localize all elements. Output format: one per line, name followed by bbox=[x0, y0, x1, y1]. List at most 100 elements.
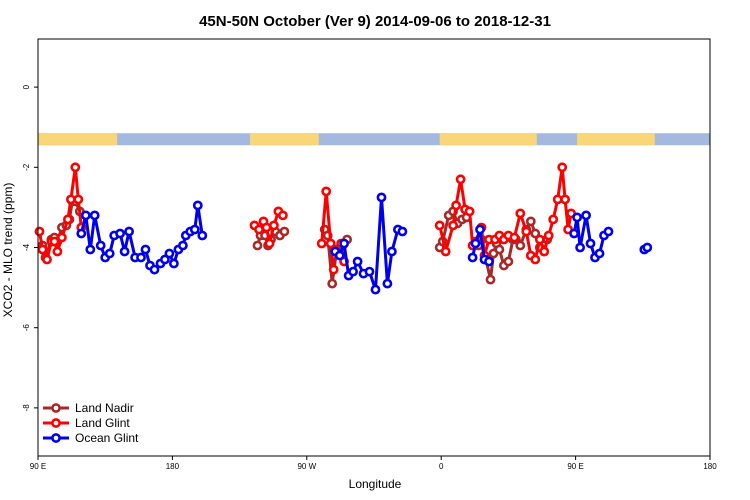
legend-swatch-marker bbox=[51, 433, 61, 443]
x-tick-label: 90 E bbox=[30, 462, 46, 471]
data-point bbox=[168, 258, 179, 269]
legend-label: Ocean Glint bbox=[75, 431, 139, 445]
data-point bbox=[42, 254, 52, 265]
data-point bbox=[515, 240, 526, 251]
data-point bbox=[642, 242, 653, 253]
data-point bbox=[37, 244, 48, 255]
data-point bbox=[316, 238, 327, 249]
data-point bbox=[49, 236, 60, 247]
data-point bbox=[136, 252, 146, 263]
data-point bbox=[603, 226, 614, 237]
data-point bbox=[434, 220, 445, 231]
data-point bbox=[509, 232, 520, 243]
data-point bbox=[525, 216, 536, 227]
data-point bbox=[189, 224, 200, 235]
data-point bbox=[328, 264, 339, 275]
data-point bbox=[548, 214, 559, 225]
data-point bbox=[164, 248, 175, 259]
data-point bbox=[264, 238, 275, 249]
series-ocean-glint bbox=[76, 192, 653, 295]
data-point bbox=[34, 226, 45, 237]
data-point bbox=[560, 194, 570, 205]
data-point bbox=[557, 162, 568, 173]
data-point bbox=[277, 210, 288, 221]
data-point bbox=[339, 238, 349, 249]
legend-swatch-marker bbox=[51, 418, 61, 428]
legend-item: Land Nadir bbox=[43, 401, 134, 415]
data-point bbox=[572, 212, 582, 223]
data-point bbox=[464, 206, 475, 217]
land-ocean-mask bbox=[38, 133, 710, 146]
data-point bbox=[104, 248, 115, 259]
ocean-band bbox=[38, 133, 710, 146]
y-tick-label: -6 bbox=[22, 324, 31, 332]
data-point bbox=[95, 240, 106, 251]
data-point bbox=[475, 224, 485, 235]
data-point bbox=[594, 248, 605, 259]
data-point bbox=[115, 228, 125, 239]
data-point bbox=[397, 226, 408, 237]
data-point bbox=[485, 274, 496, 285]
data-point bbox=[140, 244, 151, 255]
data-point bbox=[159, 254, 170, 265]
data-point bbox=[503, 256, 514, 267]
data-point bbox=[177, 240, 188, 251]
y-tick-label: -4 bbox=[22, 243, 31, 251]
data-point bbox=[521, 226, 532, 237]
data-point bbox=[57, 232, 67, 243]
y-axis-ticks: 0 -2 -4 -6 -8 bbox=[22, 84, 38, 411]
data-point bbox=[543, 230, 554, 241]
data-point bbox=[581, 210, 591, 221]
x-tick-label: 180 bbox=[703, 462, 717, 471]
land-band-segment bbox=[577, 133, 655, 146]
data-point bbox=[376, 192, 387, 203]
data-point bbox=[484, 256, 494, 267]
series-land-glint bbox=[34, 162, 576, 275]
x-tick-label: 180 bbox=[166, 462, 180, 471]
data-point bbox=[569, 228, 579, 239]
data-point bbox=[534, 234, 545, 245]
data-point bbox=[252, 240, 263, 251]
legend-swatch-marker bbox=[51, 403, 61, 413]
land-band-segment bbox=[250, 133, 319, 146]
data-point bbox=[382, 278, 393, 289]
data-point bbox=[321, 186, 332, 197]
data-point bbox=[440, 246, 451, 257]
plot-series bbox=[34, 162, 653, 295]
data-point bbox=[327, 278, 338, 289]
data-point bbox=[455, 174, 466, 185]
data-point bbox=[70, 162, 81, 173]
x-axis-ticks: 90 E 180 90 W 0 90 E 180 bbox=[30, 456, 717, 471]
data-point bbox=[325, 238, 336, 249]
land-band-segment bbox=[439, 133, 537, 146]
data-point bbox=[539, 246, 550, 257]
plot-frame bbox=[37, 38, 711, 457]
y-tick-label: -2 bbox=[22, 163, 31, 171]
data-point bbox=[279, 226, 290, 237]
data-point bbox=[352, 256, 363, 267]
data-point bbox=[364, 266, 375, 277]
chart-title: 45N-50N October (Ver 9) 2014-09-06 to 20… bbox=[199, 13, 551, 30]
data-point bbox=[386, 246, 397, 257]
data-point bbox=[254, 224, 264, 235]
data-point bbox=[63, 214, 73, 225]
land-band-segment bbox=[38, 133, 118, 146]
x-axis-label: Longitude bbox=[349, 477, 402, 491]
y-tick-label: -8 bbox=[22, 404, 31, 412]
x-tick-label: 90 E bbox=[567, 462, 583, 471]
data-point bbox=[124, 226, 135, 237]
data-point bbox=[370, 284, 381, 295]
data-point bbox=[467, 252, 478, 263]
data-point bbox=[470, 238, 481, 249]
y-axis-label: XCO2 - MLO trend (ppm) bbox=[1, 183, 15, 318]
data-point bbox=[348, 266, 358, 277]
data-point bbox=[268, 220, 279, 231]
x-tick-label: 0 bbox=[439, 462, 444, 471]
data-point bbox=[52, 246, 63, 257]
data-point bbox=[89, 210, 100, 221]
data-point bbox=[448, 220, 458, 231]
data-point bbox=[530, 254, 541, 265]
legend-item: Land Glint bbox=[43, 416, 130, 430]
